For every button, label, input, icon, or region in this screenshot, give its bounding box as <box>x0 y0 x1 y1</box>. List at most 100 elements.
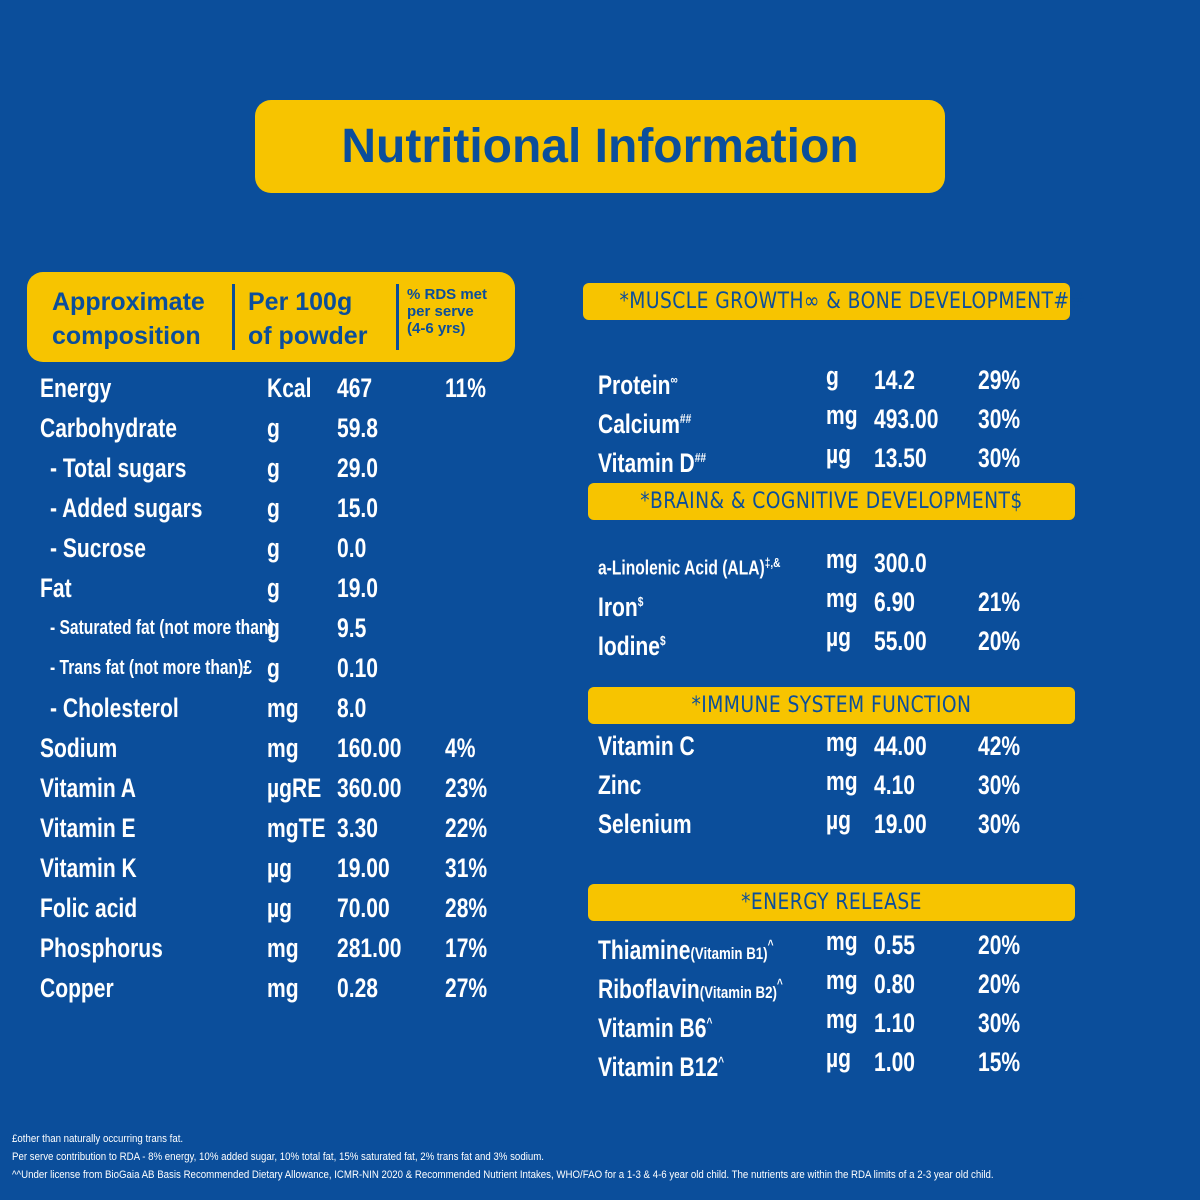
unit: mg <box>826 926 858 956</box>
nutrient-name: Energy <box>40 373 112 403</box>
name-text: Vitamin B12 <box>598 1052 719 1082</box>
section-bar <box>588 687 1075 724</box>
nutrient-name: Copper <box>40 973 114 1003</box>
nutrient-name: Zinc <box>598 770 641 800</box>
superscript: ^ <box>706 1015 713 1030</box>
header-text: Approximate <box>52 288 205 316</box>
name-note: (Vitamin B1) <box>690 944 768 963</box>
unit: mg <box>826 583 858 613</box>
percent: 42% <box>978 731 1021 761</box>
header-text: per serve <box>407 303 474 320</box>
percent: 30% <box>978 770 1021 800</box>
nutrient-name: Fat <box>40 573 72 603</box>
percent: 30% <box>978 443 1021 473</box>
unit: Kcal <box>267 373 312 403</box>
amount: 1.10 <box>874 1008 915 1038</box>
name-text: Vitamin B6 <box>598 1013 707 1043</box>
unit: µg <box>267 853 293 883</box>
amount: 0.80 <box>874 969 915 999</box>
nutrient-name: Iodine$ <box>598 626 666 661</box>
section-bar <box>583 283 1070 320</box>
name-note: (Vitamin B2) <box>699 983 777 1002</box>
section-title: *ENERGY RELEASE <box>741 890 922 915</box>
name-text: Vitamin D <box>598 448 695 478</box>
amount: 467 <box>337 373 373 403</box>
nutrient-name: Selenium <box>598 809 692 839</box>
percent: 4% <box>445 733 476 763</box>
unit: µgRE <box>267 773 322 803</box>
name-text: Calcium <box>598 409 680 439</box>
percent: 20% <box>978 626 1021 656</box>
amount: 29.0 <box>337 453 378 483</box>
amount: 70.00 <box>337 893 390 923</box>
nutrient-name: Vitamin B12^ <box>598 1047 724 1082</box>
percent: 23% <box>445 773 488 803</box>
footnote: ^^Under license from BioGaia AB Basis Re… <box>12 1169 994 1181</box>
amount: 44.00 <box>874 731 927 761</box>
percent: 30% <box>978 1008 1021 1038</box>
percent: 17% <box>445 933 488 963</box>
nutrient-name: - Total sugars <box>50 453 187 483</box>
nutrient-name: Iron$ <box>598 587 643 622</box>
percent: 31% <box>445 853 488 883</box>
unit: µg <box>826 805 852 835</box>
unit: mg <box>826 727 858 757</box>
percent: 28% <box>445 893 488 923</box>
header-text: composition <box>52 322 201 350</box>
percent: 21% <box>978 587 1021 617</box>
unit: µg <box>826 439 852 469</box>
amount: 15.0 <box>337 493 378 523</box>
amount: 4.10 <box>874 770 915 800</box>
unit: g <box>267 413 280 443</box>
name-text: Zinc <box>598 770 642 800</box>
nutrient-name: Thiamine(Vitamin B1)^ <box>598 930 774 969</box>
title-box <box>255 100 945 193</box>
superscript: ∞ <box>670 372 678 387</box>
name-text: Iron <box>598 592 638 622</box>
unit: g <box>267 533 280 563</box>
nutrient-name: - Sucrose <box>50 533 146 563</box>
nutrient-name: Vitamin C <box>598 731 695 761</box>
amount: 19.0 <box>337 573 378 603</box>
unit: g <box>267 453 280 483</box>
unit: µg <box>267 893 293 923</box>
nutrient-name: Vitamin A <box>40 773 136 803</box>
section-title: *BRAIN& & COGNITIVE DEVELOPMENT$ <box>640 489 1023 514</box>
unit: mg <box>267 933 299 963</box>
name-text: Riboflavin <box>598 974 700 1004</box>
nutrient-name: Vitamin D## <box>598 443 706 478</box>
section-bar <box>588 884 1075 921</box>
header-text: (4-6 yrs) <box>407 320 466 337</box>
amount: 6.90 <box>874 587 915 617</box>
title: Nutritional Information <box>341 120 859 173</box>
nutrient-name: Folic acid <box>40 893 138 923</box>
name-text: Selenium <box>598 809 692 839</box>
name-text: Protein <box>598 370 671 400</box>
section-title: *MUSCLE GROWTH∞ & BONE DEVELOPMENT## <box>619 289 1086 314</box>
percent: 30% <box>978 404 1021 434</box>
superscript: ^ <box>776 976 783 991</box>
unit: mg <box>267 973 299 1003</box>
amount: 160.00 <box>337 733 402 763</box>
unit: µg <box>826 622 852 652</box>
section-bar <box>588 483 1075 520</box>
superscript: $ <box>660 633 666 648</box>
superscript: ^ <box>718 1054 725 1069</box>
superscript: ^ <box>767 937 774 952</box>
amount: 493.00 <box>874 404 939 434</box>
nutrient-name: Protein∞ <box>598 365 678 400</box>
nutrient-name: Sodium <box>40 733 118 763</box>
nutrient-name: Calcium## <box>598 404 691 439</box>
nutrient-name: Vitamin E <box>40 813 136 843</box>
nutrient-name: a-Linolenic Acid (ALA)‡,& <box>598 548 780 584</box>
amount: 300.0 <box>874 548 927 578</box>
name-text: Iodine <box>598 631 661 661</box>
percent: 11% <box>445 373 486 403</box>
nutrient-name: - Cholesterol <box>50 693 179 723</box>
percent: 27% <box>445 973 488 1003</box>
unit: mg <box>826 965 858 995</box>
nutrient-name: - Added sugars <box>50 493 203 523</box>
amount: 8.0 <box>337 693 367 723</box>
unit: mg <box>826 544 858 574</box>
